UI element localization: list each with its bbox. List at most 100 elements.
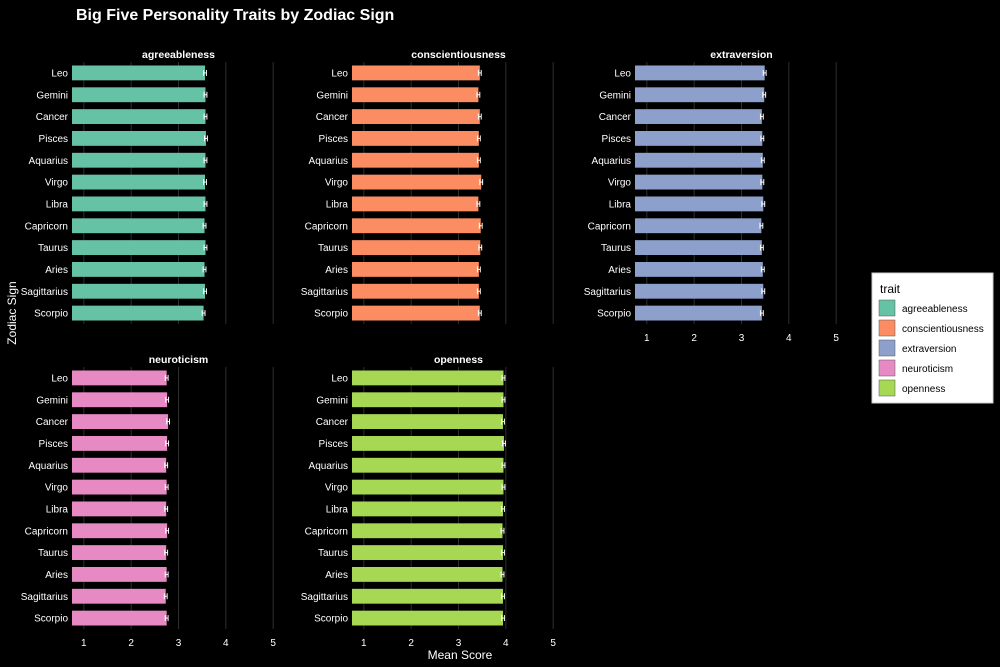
y-tick-label: Pisces [39,134,68,145]
panel-extraversion: extraversion Leo Gemini Cancer Pisces Aquariu… [584,49,840,344]
bar [635,174,763,190]
y-tick-label: Pisces [39,439,68,450]
bar [352,152,479,168]
bar [72,457,167,473]
x-tick-label: 3 [176,638,182,649]
bar [352,501,503,517]
y-tick-label: Gemini [599,90,631,101]
panel-conscientiousness: conscientiousness Leo Gemini Cancer Pisces Aq… [301,49,554,324]
legend-key-agreeableness [878,299,896,317]
facet-title: conscientiousness [411,49,506,61]
y-tick-label: Scorpio [34,614,68,625]
y-tick-label: Aquarius [309,156,348,167]
bar [352,392,504,408]
legend-label: openness [902,384,945,395]
bar [72,130,206,146]
bar [352,218,481,234]
y-tick-label: Sagittarius [301,592,348,603]
y-tick-label: Gemini [36,395,68,406]
legend-label: conscientiousness [902,324,984,335]
bar [72,523,168,539]
bar [72,283,206,299]
y-tick-label: Taurus [318,243,348,254]
facet-title: neuroticism [149,354,209,366]
x-tick-label: 5 [270,638,276,649]
y-tick-label: Cancer [36,417,69,428]
bar [352,523,503,539]
bar [352,283,479,299]
y-tick-label: Gemini [316,90,348,101]
bar [352,109,480,125]
legend-key-openness [878,379,896,397]
bar [352,566,503,582]
y-tick-label: Capricorn [305,526,348,537]
y-tick-label: Leo [51,373,68,384]
bar [352,479,504,495]
bar [352,610,503,626]
x-tick-label: 5 [833,333,839,344]
panel-openness: openness Leo Gemini Cancer Pisces Aquarius Vir… [301,354,557,649]
y-tick-label: Capricorn [305,221,348,232]
bar [72,240,206,256]
x-tick-label: 4 [786,333,792,344]
bar [72,261,205,277]
bar [635,87,765,103]
bar [72,435,168,451]
bar [352,370,504,386]
y-tick-label: Libra [326,504,349,515]
bar [635,196,764,212]
y-tick-label: Sagittarius [21,592,68,603]
y-tick-label: Libra [46,504,69,515]
bar [635,283,764,299]
bar [72,501,167,517]
bar [72,196,206,212]
y-tick-label: Aries [45,570,68,581]
x-tick-label: 1 [644,333,650,344]
bar [635,65,765,81]
bar [352,435,504,451]
y-tick-label: Cancer [36,112,69,123]
bar [352,305,480,321]
bar [635,240,762,256]
y-tick-label: Pisces [319,134,348,145]
y-tick-label: Pisces [319,439,348,450]
facet-title: extraversion [710,49,772,61]
legend-key-extraversion [878,339,896,357]
bar [635,130,763,146]
y-tick-label: Scorpio [314,309,348,320]
facet-title: openness [434,354,483,366]
bar [352,588,503,604]
bar [72,370,167,386]
bar [635,261,763,277]
bar [352,240,481,256]
legend: trait agreeableness conscientiousness extr… [871,272,994,404]
y-tick-label: Taurus [38,243,68,254]
y-tick-label: Libra [609,199,632,210]
chart-title: Big Five Personality Traits by Zodiac Si… [76,7,394,24]
bar [72,305,204,321]
bar [635,305,762,321]
bar [72,152,206,168]
bar [72,218,205,234]
x-tick-label: 1 [361,638,367,649]
y-tick-label: Taurus [601,243,631,254]
legend-label: extraversion [902,344,956,355]
legend-key-conscientiousness [878,319,896,337]
bar [72,174,206,190]
bar [352,196,479,212]
legend-label: neuroticism [902,364,953,375]
y-tick-label: Sagittarius [301,287,348,298]
y-tick-label: Aquarius [592,156,631,167]
bar [352,174,482,190]
y-tick-label: Scorpio [34,309,68,320]
bar [72,87,206,103]
y-tick-label: Pisces [602,134,631,145]
y-tick-label: Aries [325,265,348,276]
bar [352,130,479,146]
y-tick-label: Aries [325,570,348,581]
bar [352,457,504,473]
y-tick-label: Leo [614,68,631,79]
x-tick-label: 3 [456,638,462,649]
y-tick-label: Virgo [325,483,349,494]
y-tick-label: Libra [326,199,349,210]
